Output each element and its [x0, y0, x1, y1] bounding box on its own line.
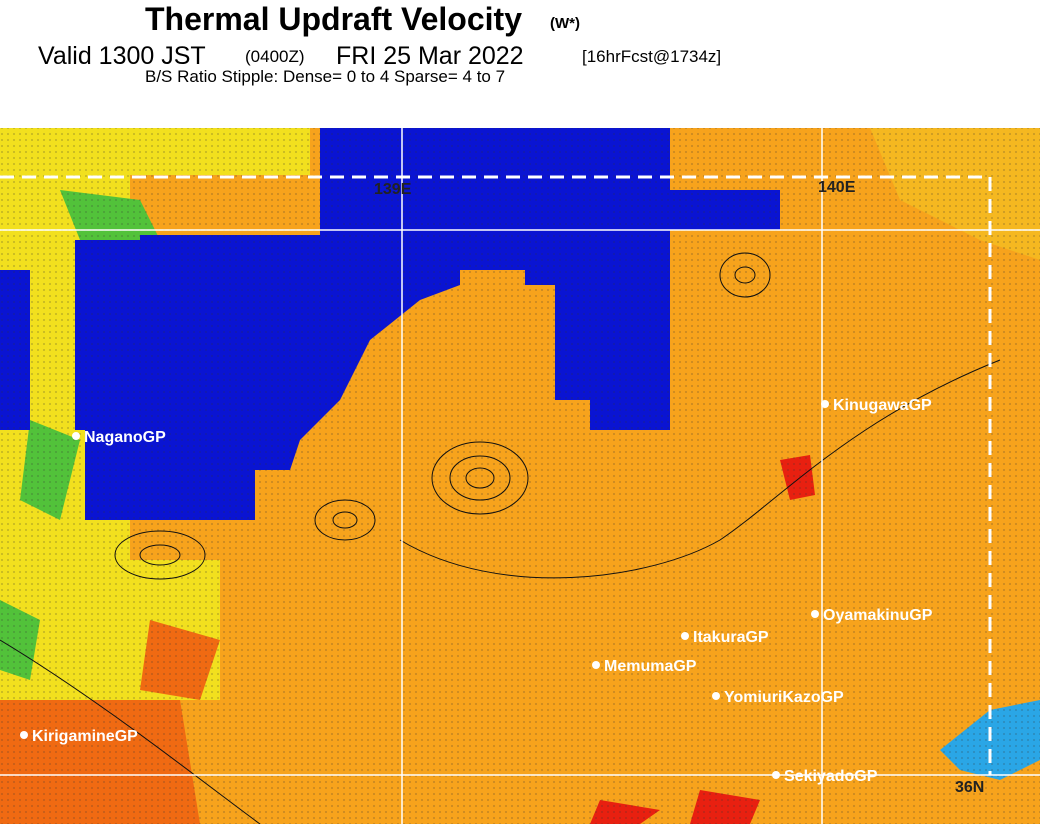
map: 139E 140E 36N NaganoGP KinugawaGP Oyamakin…	[0, 128, 1040, 825]
site-label: OyamakinuGP	[823, 607, 933, 624]
date: FRI 25 Mar 2022	[336, 42, 524, 70]
stipple-legend: B/S Ratio Stipple: Dense= 0 to 4 Sparse=…	[145, 67, 505, 86]
site-label: YomiuriKazoGP	[724, 689, 844, 706]
graticule	[0, 128, 1040, 824]
grid-label: 140E	[818, 179, 856, 196]
site-marker	[821, 400, 829, 408]
sites: NaganoGP KinugawaGP OyamakinuGP ItakuraGP Me…	[20, 397, 933, 785]
site-marker	[681, 632, 689, 640]
site-label: KirigamineGP	[32, 728, 138, 745]
title-unit: (W*)	[550, 15, 580, 32]
site-marker	[811, 610, 819, 618]
site-label: NaganoGP	[84, 429, 166, 446]
site-label: ItakuraGP	[693, 629, 769, 646]
site-marker	[72, 432, 80, 440]
title: Thermal Updraft Velocity	[145, 1, 522, 37]
grid-label: 36N	[955, 779, 984, 796]
site-label: MemumaGP	[604, 658, 697, 675]
site-marker	[772, 771, 780, 779]
stipple	[0, 128, 1040, 824]
site-marker	[20, 731, 28, 739]
valid-time: Valid 1300 JST	[38, 42, 206, 70]
forecast: [16hrFcst@1734z]	[582, 47, 721, 66]
site-marker	[592, 661, 600, 669]
site-marker	[712, 692, 720, 700]
contours	[0, 252, 1001, 825]
site-label: KinugawaGP	[833, 397, 932, 414]
site-label: SekiyadoGP	[784, 768, 878, 785]
zulu-time: (0400Z)	[245, 47, 305, 66]
grid-label: 139E	[374, 181, 412, 198]
